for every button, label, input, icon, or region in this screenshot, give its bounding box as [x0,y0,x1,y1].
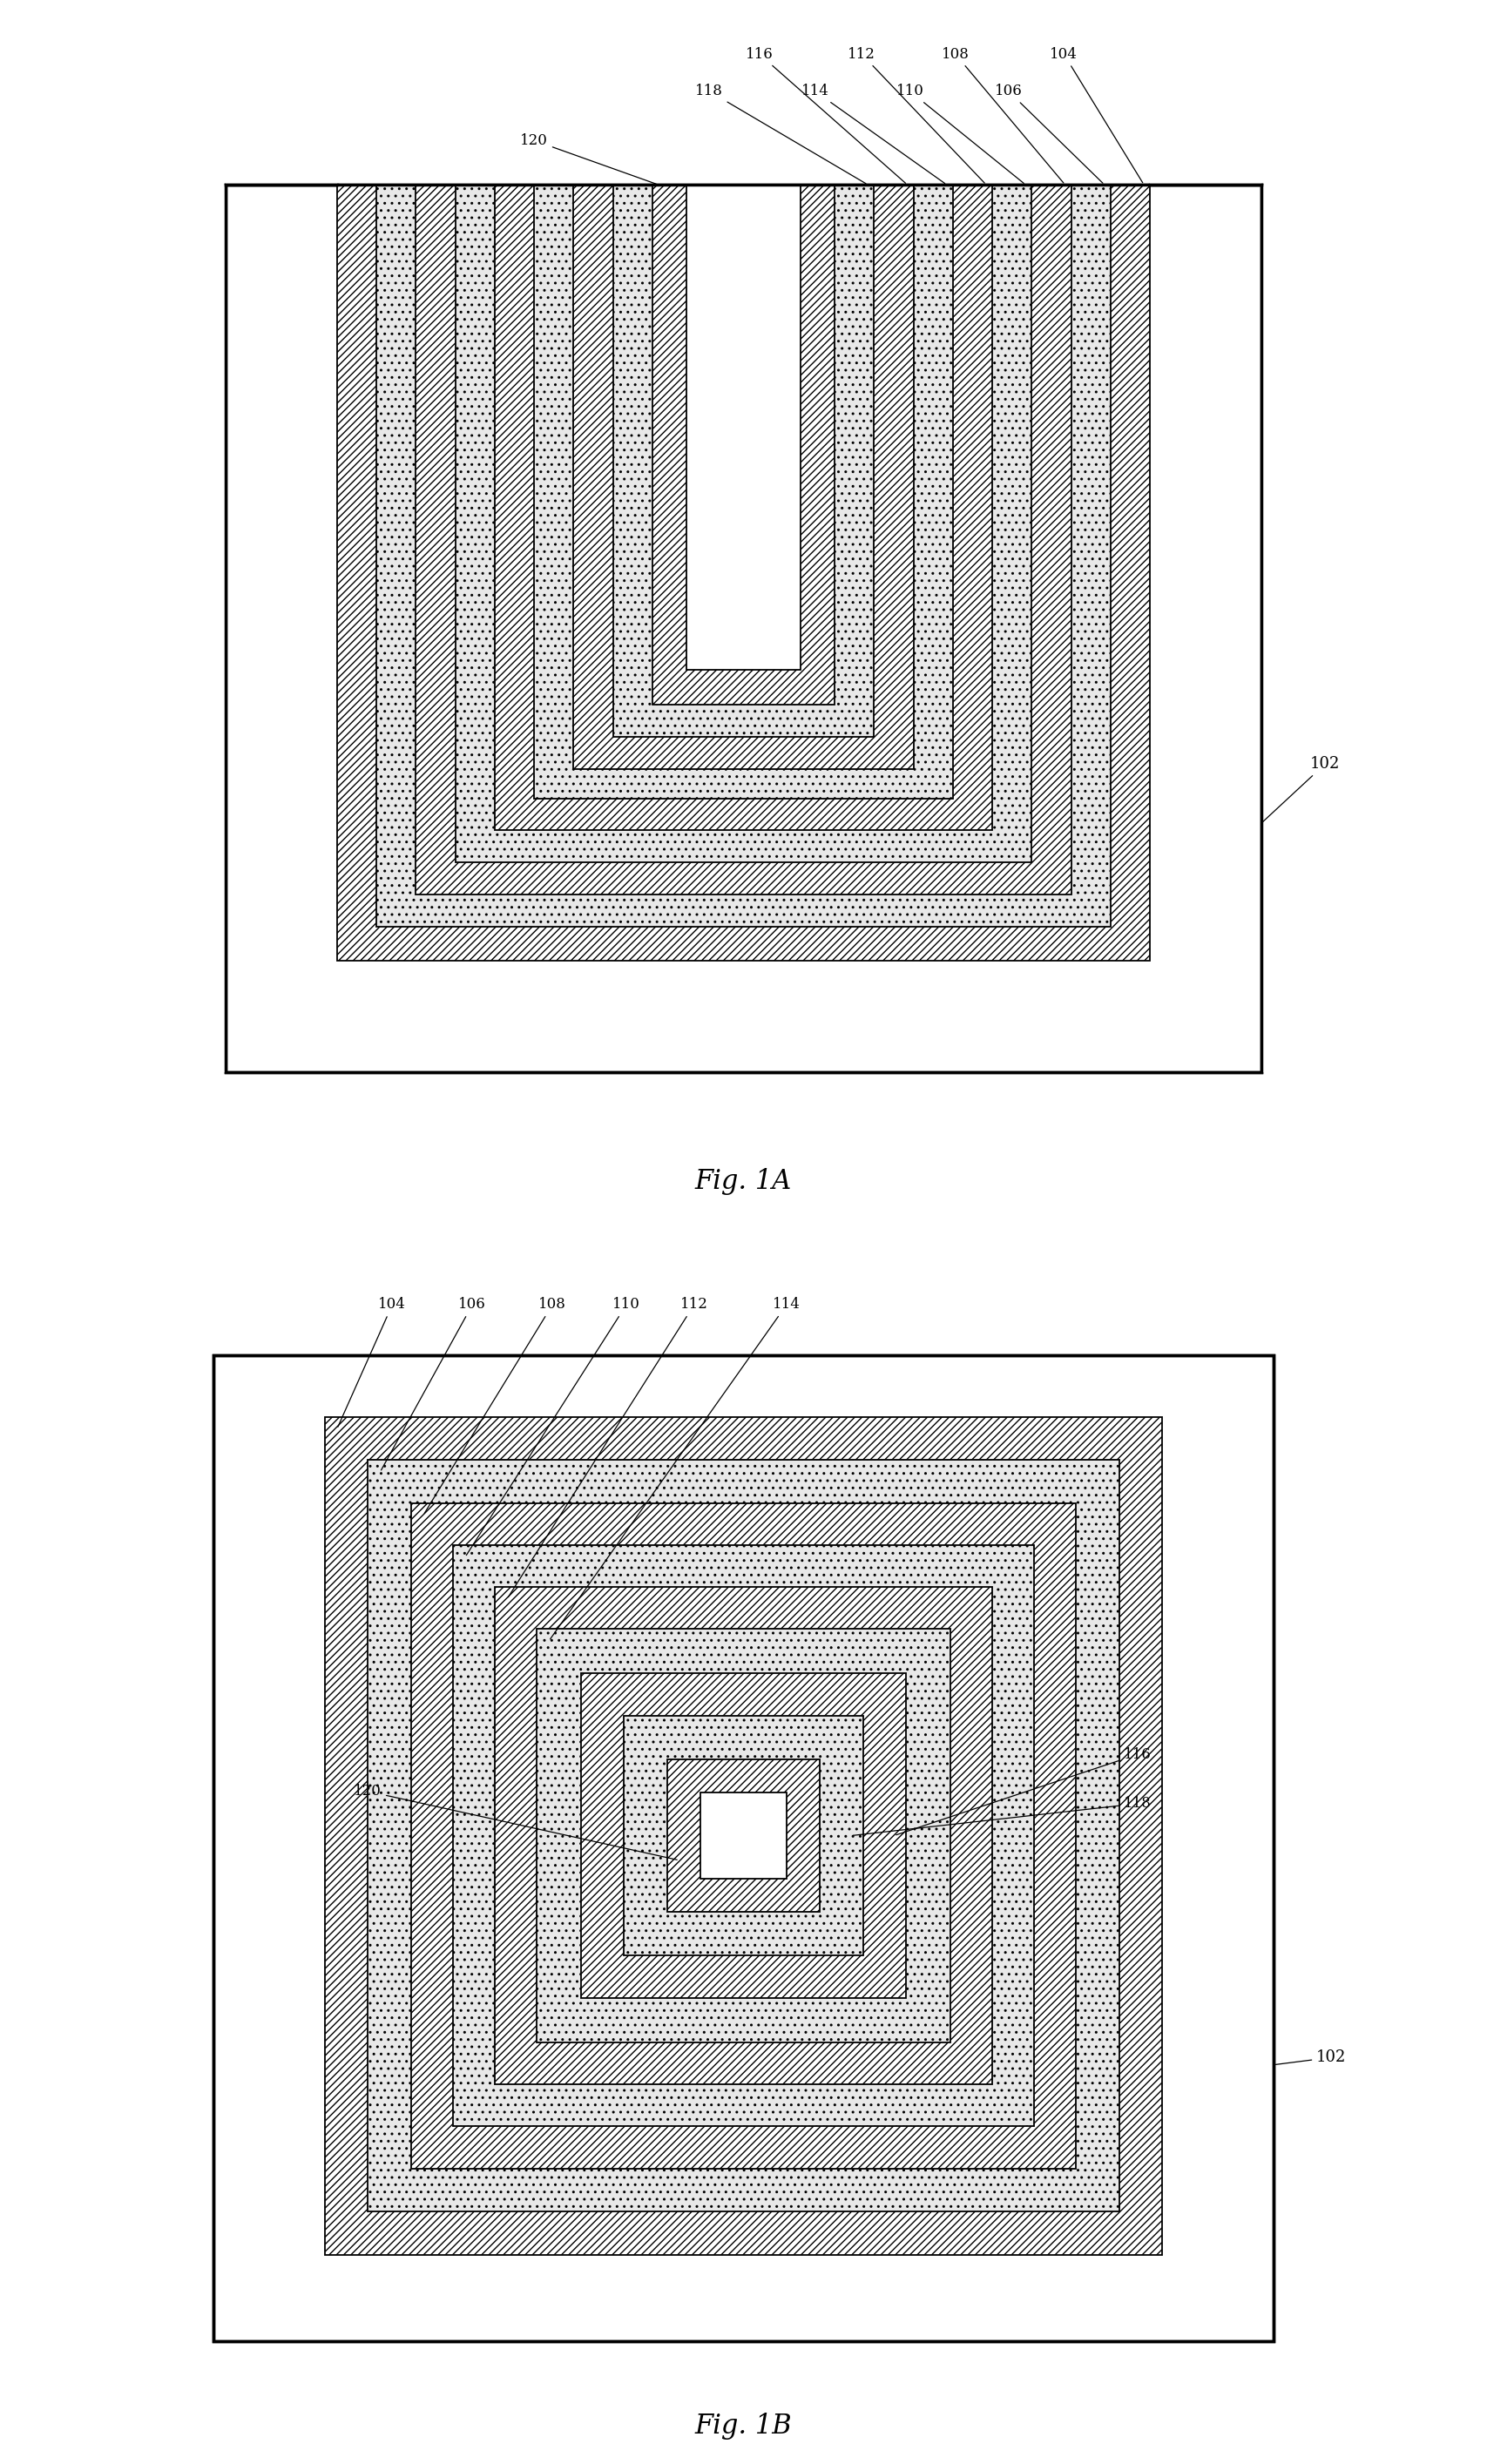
Text: 108: 108 [424,1296,567,1513]
Bar [410,1503,1077,2168]
Bar [537,1629,950,2043]
Bar [625,1715,862,1956]
Bar [367,1459,1120,2213]
Bar [214,1355,1273,2341]
Bar [495,185,992,830]
Bar [668,1759,819,1912]
Text: 114: 114 [801,84,944,182]
Text: 116: 116 [897,1747,1151,1836]
Bar [226,185,1261,1072]
Bar [226,0,338,185]
Text: 112: 112 [848,47,984,182]
Bar [324,1417,1163,2255]
Text: 102: 102 [1276,2050,1346,2065]
Bar [226,185,1261,1072]
Bar [214,1355,1273,2341]
Bar [700,1794,787,1878]
Text: Fig. 1B: Fig. 1B [694,2412,793,2439]
Bar [534,185,953,798]
Bar [495,1587,992,2085]
Bar [613,185,874,737]
Text: 120: 120 [354,1784,677,1860]
Text: 108: 108 [941,47,1063,182]
Text: 118: 118 [854,1796,1152,1836]
Text: 116: 116 [745,47,906,182]
Bar [416,185,1071,894]
Text: 106: 106 [381,1296,486,1471]
Text: 110: 110 [897,84,1023,182]
Text: 112: 112 [509,1296,708,1597]
Text: 120: 120 [520,133,656,185]
Text: Fig. 1A: Fig. 1A [694,1168,793,1195]
Bar [581,1673,906,1998]
Text: 110: 110 [467,1296,641,1555]
Text: 106: 106 [995,84,1103,182]
Text: 104: 104 [1050,47,1142,182]
Bar [376,185,1111,926]
Bar [653,185,834,705]
Bar [338,185,1149,961]
Text: 104: 104 [338,1296,406,1427]
Bar [455,185,1032,862]
Text: 118: 118 [694,84,865,185]
Text: 102: 102 [1262,756,1340,823]
Bar [1261,185,1359,1072]
Bar [128,185,226,1072]
Bar [1149,0,1261,185]
Bar [574,185,913,769]
Text: 114: 114 [550,1296,800,1639]
Bar [452,1545,1035,2126]
Bar [687,185,800,670]
